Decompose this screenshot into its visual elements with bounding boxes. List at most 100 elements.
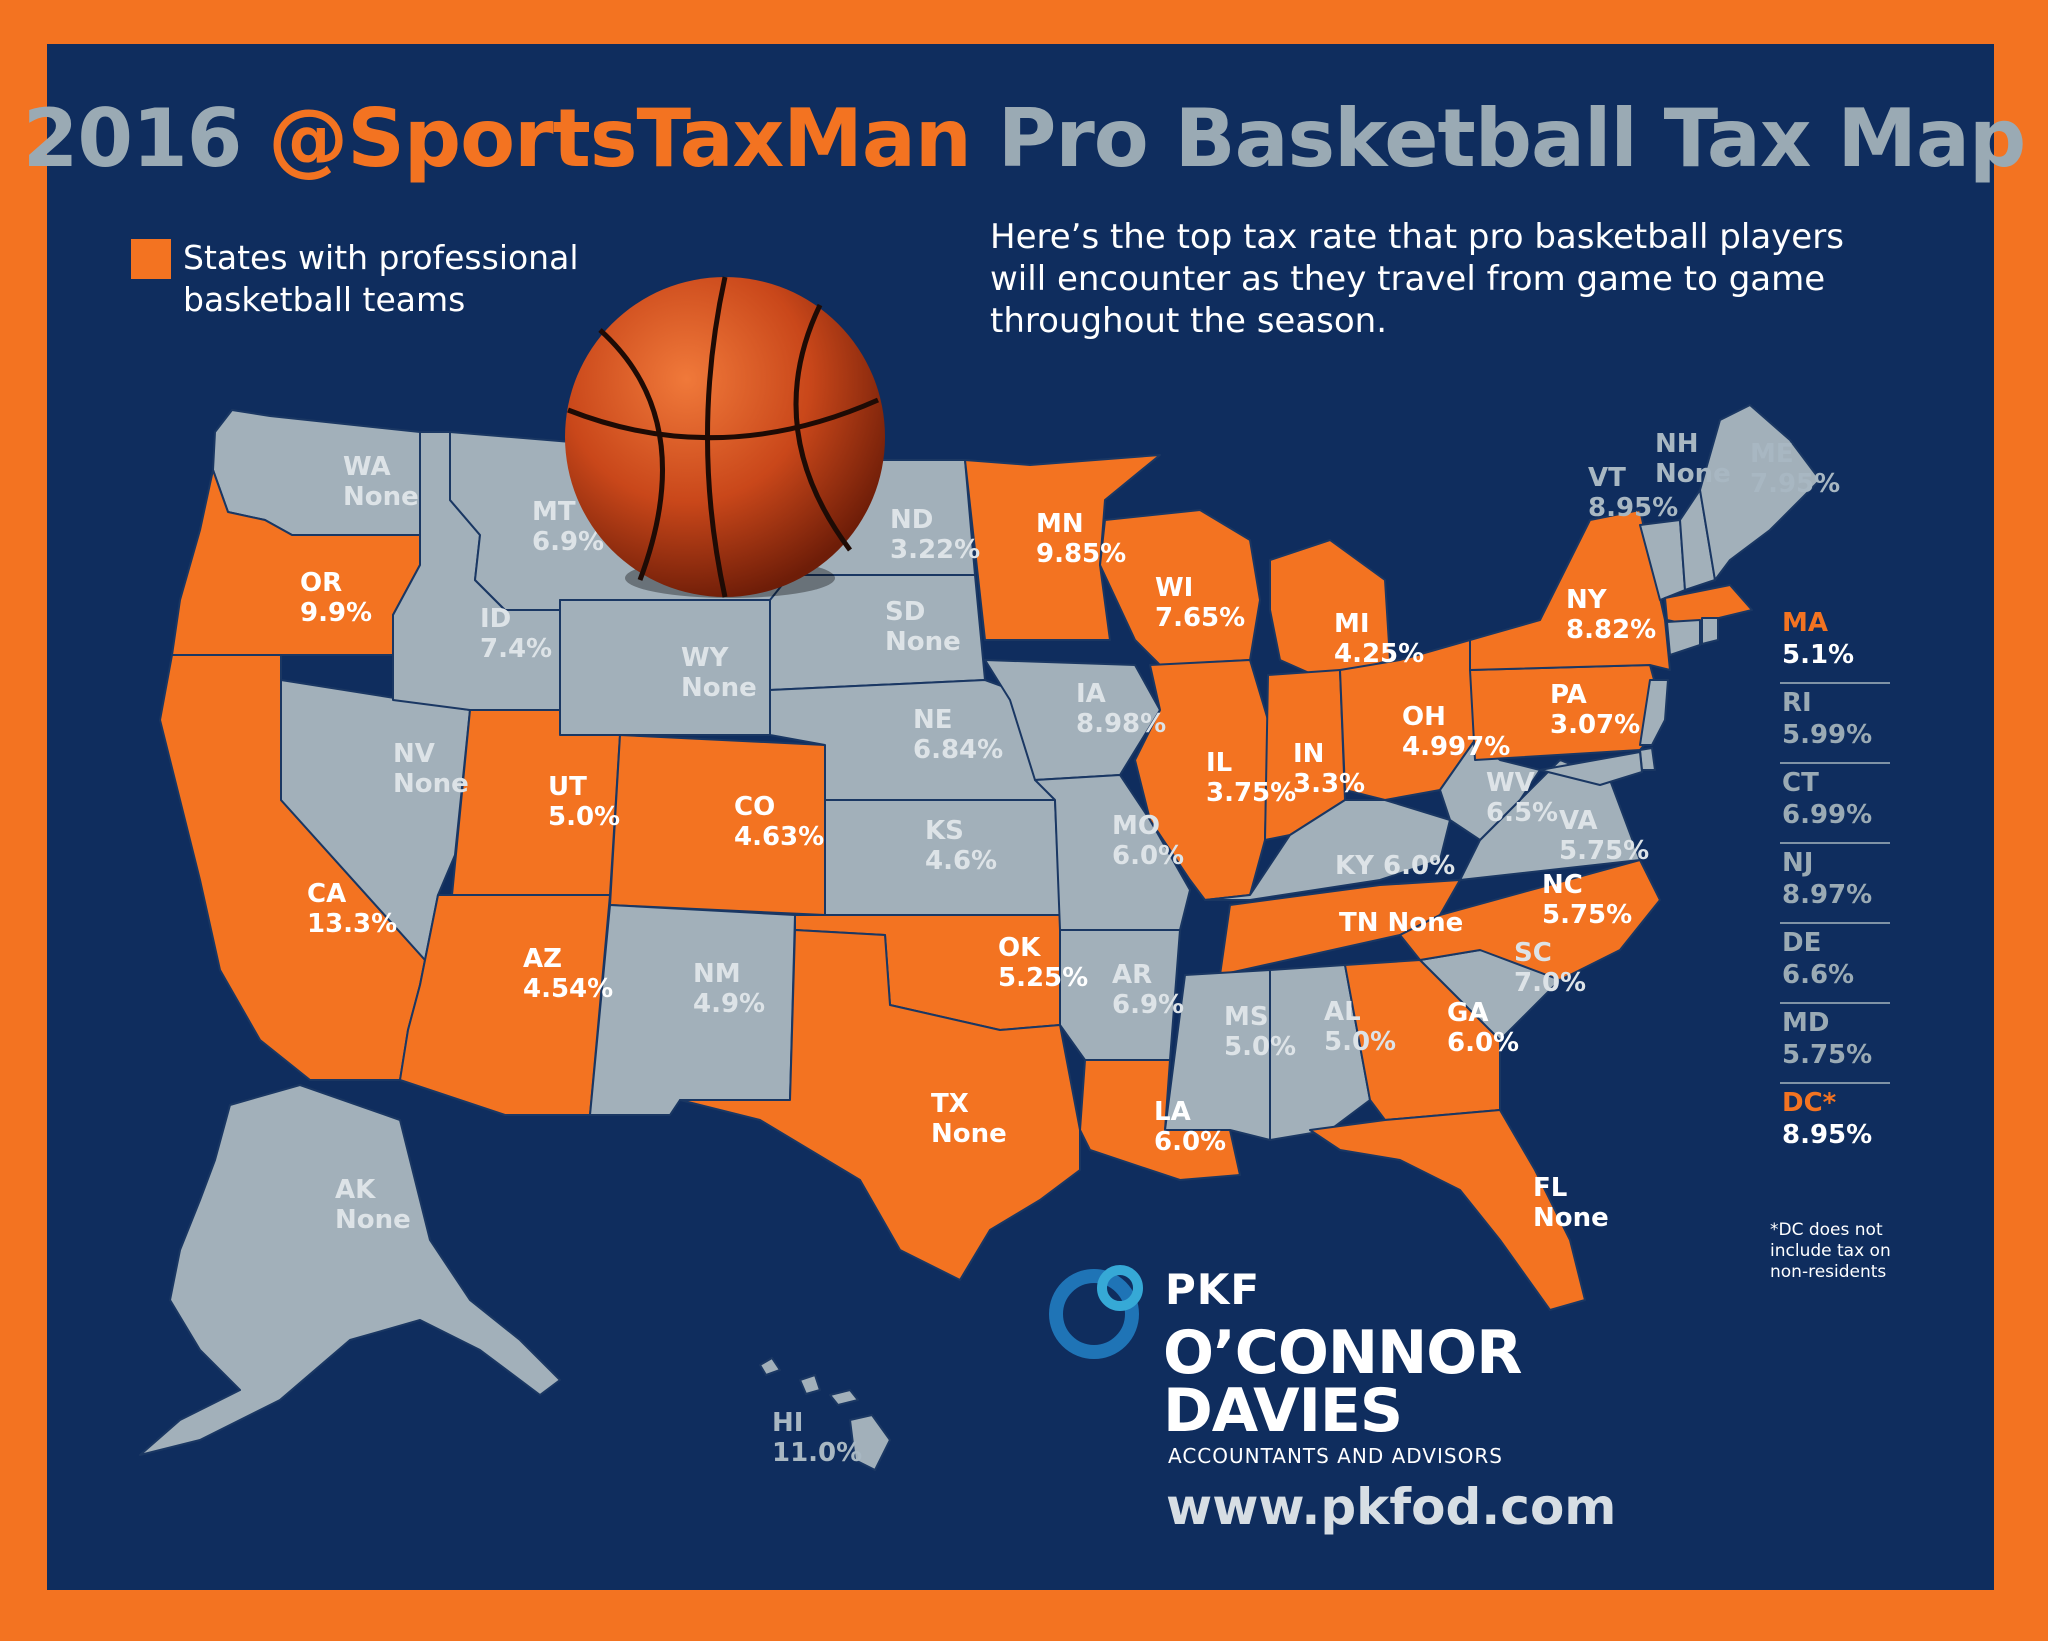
state-abbr: ID — [480, 604, 511, 634]
state-wy[interactable] — [559, 599, 771, 736]
state-label-ks: KS4.6% — [925, 816, 997, 876]
small-state-ct: CT 6.99% — [1780, 764, 1890, 844]
state-md[interactable] — [1539, 751, 1643, 786]
state-label-nm: NM4.9% — [693, 959, 765, 1019]
state-mo[interactable] — [1034, 774, 1191, 931]
state-ms[interactable] — [1164, 969, 1271, 1141]
state-rate: 5.0% — [1324, 1027, 1396, 1057]
logo-name-line1: O’CONNOR — [1163, 1318, 1522, 1388]
state-abbr: ND — [890, 505, 933, 535]
state-abbr: WV — [1486, 768, 1535, 798]
state-rate: 11.0% — [772, 1438, 862, 1468]
small-state-dc: DC* 8.95% — [1780, 1084, 1890, 1162]
state-label-line: TN None — [1339, 908, 1463, 938]
state-rate: 9.85% — [1036, 539, 1126, 569]
state-label-mi: MI4.25% — [1334, 609, 1424, 669]
state-mn[interactable] — [964, 454, 1161, 641]
state-label-wv: WV6.5% — [1486, 768, 1558, 828]
small-state-rate: 6.6% — [1782, 960, 1855, 990]
state-tx[interactable] — [679, 929, 1081, 1281]
state-rate: 4.6% — [925, 846, 997, 876]
state-label-mn: MN9.85% — [1036, 509, 1126, 569]
state-abbr: AL — [1324, 997, 1361, 1027]
state-rate: 3.22% — [890, 535, 980, 565]
state-label-nc: NC5.75% — [1542, 870, 1632, 930]
state-al[interactable] — [1269, 964, 1371, 1141]
state-label-pa: PA3.07% — [1550, 680, 1640, 740]
state-label-id: ID7.4% — [480, 604, 552, 664]
state-label-co: CO4.63% — [734, 792, 824, 852]
state-rate: 5.0% — [548, 802, 620, 832]
state-nj[interactable] — [1639, 679, 1669, 746]
state-label-ia: IA8.98% — [1076, 679, 1166, 739]
state-abbr: CO — [734, 792, 775, 822]
state-rate: None — [1655, 459, 1731, 489]
small-state-rate: 8.95% — [1782, 1120, 1873, 1150]
state-abbr: MN — [1036, 509, 1084, 539]
state-rate: 4.997% — [1402, 732, 1510, 762]
logo-name-line2: DAVIES — [1163, 1376, 1403, 1446]
state-abbr: PA — [1550, 680, 1587, 710]
state-rate: 8.95% — [1588, 493, 1678, 523]
state-ma[interactable] — [1664, 584, 1753, 626]
state-abbr: IN — [1293, 739, 1324, 769]
small-state-abbr: DE — [1782, 928, 1822, 958]
state-ct[interactable] — [1666, 619, 1701, 656]
state-rate: 4.54% — [523, 974, 613, 1004]
labels-layer: WANoneOR9.9%CA13.3%NVNoneID7.4%MT6.9%WYN… — [300, 429, 1840, 1468]
state-abbr: OK — [998, 933, 1041, 963]
small-state-rate: 6.99% — [1782, 800, 1873, 830]
state-ky[interactable] — [1204, 799, 1451, 901]
state-label-ky: KY 6.0% — [1335, 851, 1455, 881]
state-az[interactable] — [399, 894, 611, 1116]
state-fl[interactable] — [1309, 1109, 1586, 1311]
title-year: 2016 — [22, 92, 243, 185]
website-link[interactable]: www.pkfod.com — [1166, 1478, 1617, 1536]
state-abbr: AK — [335, 1175, 376, 1205]
state-abbr: NC — [1542, 870, 1583, 900]
state-me[interactable] — [1699, 404, 1821, 581]
small-state-rate: 5.75% — [1782, 1040, 1873, 1070]
state-label-ny: NY8.82% — [1566, 585, 1656, 645]
state-label-al: AL5.0% — [1324, 997, 1396, 1057]
state-abbr: AR — [1112, 960, 1152, 990]
state-rate: 5.0% — [1224, 1032, 1296, 1062]
state-ri[interactable] — [1701, 617, 1719, 645]
state-hi[interactable] — [759, 1357, 891, 1471]
state-label-me: ME7.95% — [1750, 439, 1840, 499]
state-nc[interactable] — [1399, 859, 1661, 981]
state-abbr: OR — [300, 568, 342, 598]
state-label-va: VA5.75% — [1559, 806, 1649, 866]
state-abbr: FL — [1533, 1173, 1567, 1203]
state-rate: 4.9% — [693, 989, 765, 1019]
state-label-sc: SC7.0% — [1514, 938, 1586, 998]
state-abbr: SC — [1514, 938, 1552, 968]
state-label-wi: WI7.65% — [1155, 573, 1245, 633]
state-abbr: KS — [925, 816, 964, 846]
small-state-ri: RI 5.99% — [1780, 684, 1890, 764]
state-la[interactable] — [1079, 1059, 1241, 1181]
small-state-abbr: MA — [1782, 608, 1828, 638]
small-state-abbr: RI — [1782, 688, 1812, 718]
basketball-icon — [565, 276, 885, 598]
state-label-la: LA6.0% — [1154, 1097, 1226, 1157]
state-rate: 6.84% — [913, 735, 1003, 765]
state-abbr: SD — [885, 597, 925, 627]
state-label-nd: ND3.22% — [890, 505, 980, 565]
state-ak[interactable] — [139, 1084, 561, 1456]
small-state-abbr: CT — [1782, 768, 1819, 798]
legend-swatch — [131, 239, 171, 279]
title-rest: Pro Basketball Tax Map — [997, 92, 2027, 185]
state-label-line: KY 6.0% — [1335, 851, 1455, 881]
state-label-az: AZ4.54% — [523, 944, 613, 1004]
small-state-md: MD 5.75% — [1780, 1004, 1890, 1084]
